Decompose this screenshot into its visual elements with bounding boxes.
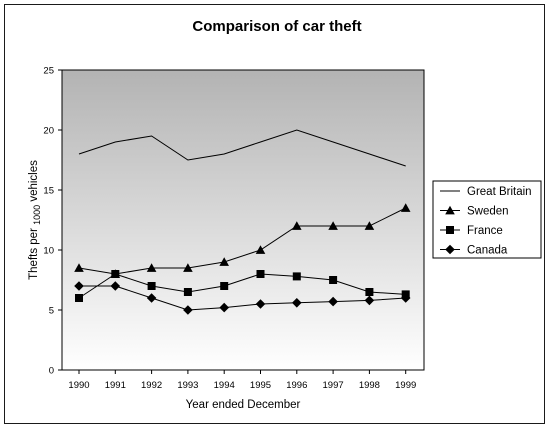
x-axis-ticks: 1990 1991 1992 1993 1994 1995 1996 1997 1998 1999 — [68, 370, 416, 391]
y-tick-label: 10 — [43, 246, 54, 257]
legend-swatch-marker — [446, 226, 454, 234]
data-point-canada — [219, 302, 229, 313]
y-axis-title-sub: 1000 — [32, 205, 42, 225]
data-point-france — [183, 288, 192, 296]
data-point-canada — [146, 293, 157, 303]
y-tick-label: 0 — [49, 366, 54, 377]
data-point-sweden — [74, 263, 84, 272]
data-point-canada — [110, 281, 121, 291]
data-point-canada — [183, 305, 193, 315]
series-canada — [74, 281, 411, 315]
data-point-canada — [255, 299, 266, 309]
legend-item-sweden: Sweden — [440, 206, 509, 218]
data-point-sweden — [292, 221, 302, 230]
legend-box — [432, 180, 542, 259]
series-line-canada — [79, 285, 406, 311]
data-point-canada — [292, 298, 302, 308]
series-line-great-britain — [78, 129, 406, 167]
series-line-france — [78, 273, 406, 299]
legend-label: Sweden — [467, 206, 509, 218]
legend-item-canada: Canada — [440, 245, 508, 257]
y-tick-label: 5 — [49, 306, 54, 317]
series-sweden — [74, 203, 411, 278]
legend-swatch-marker — [445, 205, 455, 215]
data-point-sweden — [328, 221, 338, 230]
data-point-sweden — [183, 263, 193, 272]
legend-label: Canada — [467, 245, 508, 257]
data-point-france — [75, 294, 83, 302]
legend-swatch-marker — [445, 244, 455, 255]
x-tick-label: 1992 — [141, 380, 162, 391]
legend-items: Great Britain Sweden France Canada — [440, 186, 532, 257]
data-point-canada — [74, 281, 84, 291]
x-tick-label: 1991 — [105, 380, 126, 391]
data-point-france — [292, 272, 301, 281]
x-tick-label: 1993 — [177, 380, 198, 391]
x-axis-title: Year ended December — [186, 399, 301, 411]
y-tick-label: 20 — [43, 126, 54, 137]
y-axis-title-suffix: vehicles — [28, 160, 40, 205]
data-point-canada — [328, 296, 338, 307]
x-tick-label: 1996 — [286, 380, 307, 391]
legend-item-france: France — [440, 225, 503, 237]
x-tick-label: 1998 — [359, 380, 380, 391]
data-point-sweden — [364, 221, 375, 230]
data-point-canada — [364, 295, 375, 306]
data-point-sweden — [146, 263, 157, 272]
x-tick-label: 1997 — [323, 380, 344, 391]
data-point-sweden — [400, 203, 411, 212]
x-tick-label: 1995 — [250, 380, 271, 391]
y-tick-label: 15 — [43, 186, 54, 197]
legend: Great Britain Sweden France Canada — [432, 180, 542, 259]
legend-label: Great Britain — [467, 186, 532, 198]
x-tick-label: 1990 — [68, 380, 89, 391]
series-layer — [74, 129, 411, 315]
y-tick-label: 25 — [43, 66, 54, 77]
x-tick-label: 1999 — [395, 380, 416, 391]
y-axis-title-prefix: Thefts per — [28, 225, 40, 280]
legend-item-great-britain: Great Britain — [440, 186, 532, 198]
legend-label: France — [467, 225, 503, 237]
y-axis-ticks: 0 5 10 15 20 25 — [43, 66, 62, 377]
data-point-france — [111, 270, 120, 278]
data-point-sweden — [255, 245, 266, 254]
data-point-france — [329, 276, 338, 284]
data-point-canada — [400, 293, 411, 303]
data-point-france — [365, 288, 374, 296]
series-great-britain — [78, 129, 406, 167]
data-point-sweden — [219, 257, 229, 266]
data-point-france — [256, 270, 265, 278]
data-point-france — [220, 282, 229, 290]
plot-area — [61, 69, 425, 371]
series-line-sweden — [78, 207, 406, 275]
chart-title: Comparison of car theft — [192, 18, 361, 35]
y-axis-title: Thefts per 1000 vehicles — [28, 160, 42, 280]
x-tick-label: 1994 — [214, 380, 235, 391]
data-point-france — [147, 282, 156, 290]
